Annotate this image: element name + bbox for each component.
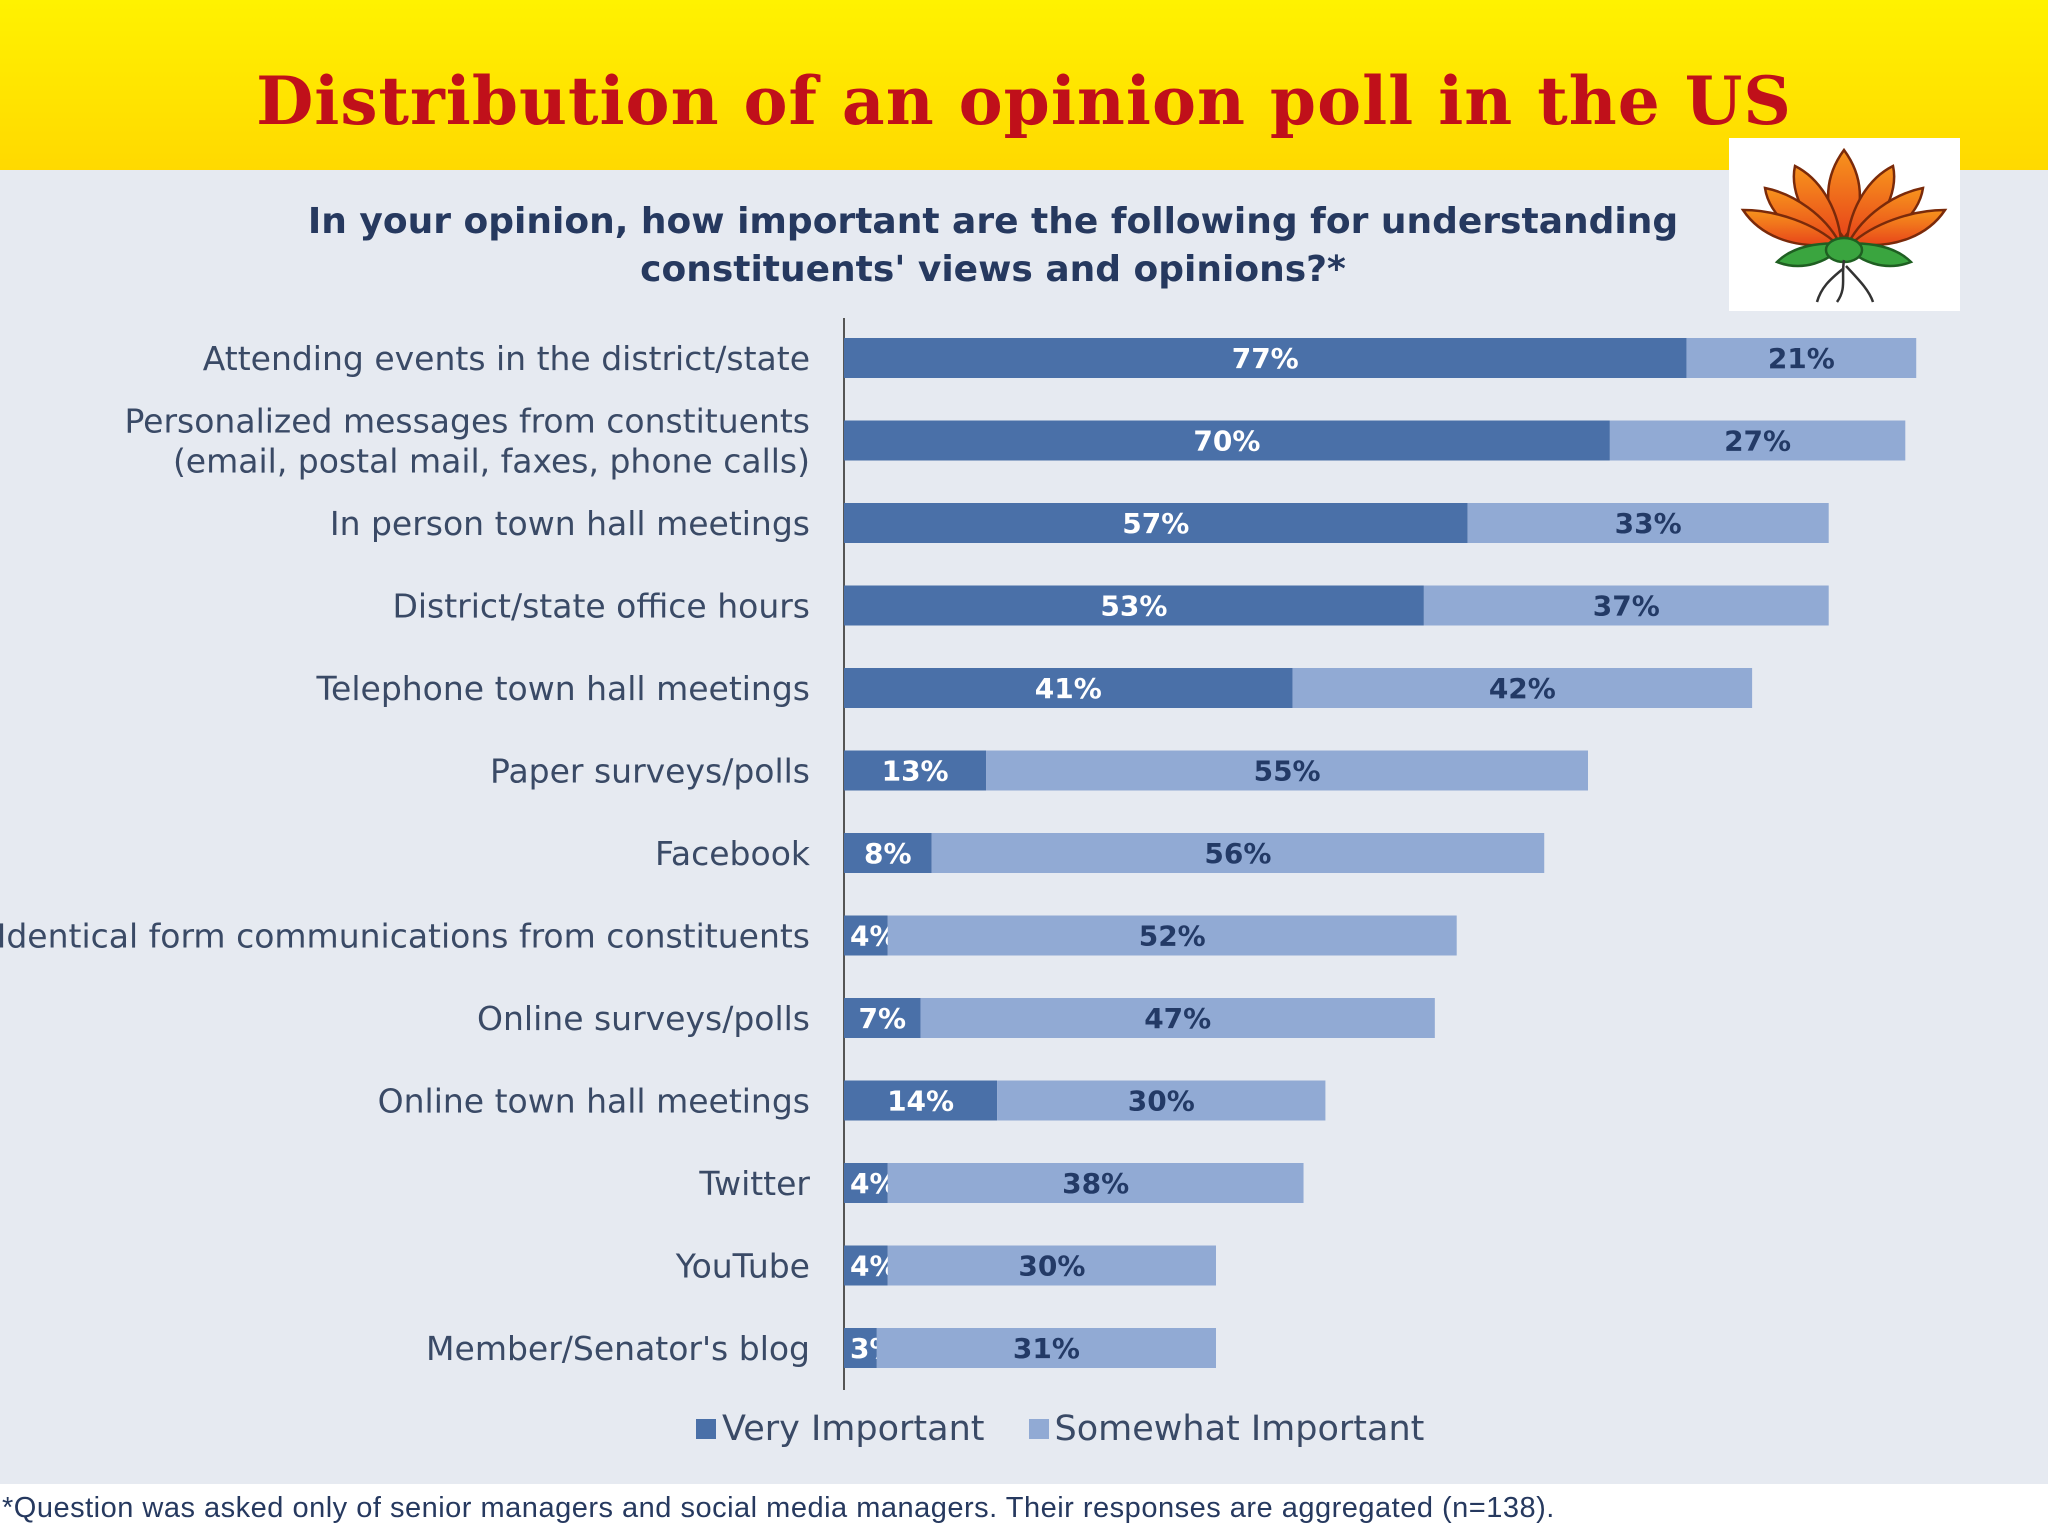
- title-banner: [0, 0, 2048, 170]
- category-label-in-person-town-hall-meetings: In person town hall meetings: [330, 504, 810, 543]
- chart-legend: Very Important Somewhat Important: [696, 1404, 1424, 1454]
- category-label-personalized-messages-from-constituents: Personalized messages from constituents(…: [124, 402, 810, 481]
- category-label-telephone-town-hall-meetings: Telephone town hall meetings: [316, 669, 811, 708]
- bar-somewhat-important-online-town-hall-meetings: [997, 1080, 1326, 1121]
- data-label-very-important-district-state-office-hours: 53%: [1100, 590, 1167, 623]
- legend-swatch-somewhat-important: [1028, 1419, 1049, 1439]
- bar-very-important-in-person-town-hall-meetings: [844, 503, 1468, 543]
- legend-item-very-important: Very Important: [696, 1409, 985, 1449]
- bar-very-important-identical-form-communications-from-constituents: [844, 915, 888, 956]
- bar-somewhat-important-identical-form-communications-from-constituents: [887, 915, 1457, 956]
- data-label-very-important-personalized-messages-from-constituents: 70%: [1193, 425, 1260, 458]
- category-label-identical-form-communications-from-constituents: Identical form communications from const…: [0, 917, 810, 956]
- category-label-member-senator-s-blog: Member/Senator's blog: [426, 1329, 810, 1368]
- bar-very-important-member-senator-s-blog: [844, 1328, 877, 1368]
- bar-very-important-district-state-office-hours: [844, 585, 1424, 626]
- chart-title-line-2: constituents' views and opinions?*: [640, 249, 1346, 290]
- bar-very-important-facebook: [844, 833, 932, 873]
- lotus-logo: [1729, 138, 1960, 311]
- bar-somewhat-important-online-surveys-polls: [920, 998, 1435, 1038]
- data-label-somewhat-important-youtube: 30%: [1018, 1250, 1085, 1283]
- category-label-online-surveys-polls: Online surveys/polls: [477, 999, 810, 1038]
- data-label-somewhat-important-twitter: 38%: [1062, 1167, 1129, 1200]
- data-label-somewhat-important-online-surveys-polls: 47%: [1144, 1002, 1211, 1035]
- data-label-very-important-facebook: 8%: [864, 837, 912, 870]
- bar-very-important-twitter: [844, 1163, 888, 1203]
- slide-title: Distribution of an opinion poll in the U…: [256, 62, 1792, 140]
- category-label-youtube: YouTube: [675, 1247, 810, 1286]
- bar-very-important-paper-surveys-polls: [844, 750, 987, 791]
- bar-very-important-personalized-messages-from-constituents: [844, 420, 1610, 461]
- category-label-attending-events-in-the-district-state: Attending events in the district/state: [203, 339, 810, 378]
- data-label-somewhat-important-personalized-messages-from-constituents: 27%: [1724, 425, 1791, 458]
- data-label-very-important-online-town-hall-meetings: 14%: [887, 1085, 954, 1118]
- category-label-twitter: Twitter: [698, 1164, 810, 1203]
- data-label-somewhat-important-telephone-town-hall-meetings: 42%: [1489, 672, 1556, 705]
- data-label-somewhat-important-district-state-office-hours: 37%: [1593, 590, 1660, 623]
- bar-somewhat-important-paper-surveys-polls: [986, 750, 1588, 791]
- data-label-somewhat-important-member-senator-s-blog: 31%: [1013, 1332, 1080, 1365]
- bar-somewhat-important-youtube: [887, 1245, 1216, 1286]
- bar-somewhat-important-attending-events-in-the-district-state: [1686, 338, 1917, 378]
- legend-swatch-very-important: [696, 1419, 716, 1439]
- data-label-somewhat-important-online-town-hall-meetings: 30%: [1128, 1085, 1195, 1118]
- bar-very-important-youtube: [844, 1245, 888, 1286]
- bar-very-important-online-town-hall-meetings: [844, 1080, 998, 1121]
- legend-label-somewhat-important: Somewhat Important: [1054, 1409, 1425, 1449]
- legend-item-somewhat-important: Somewhat Important: [1028, 1409, 1425, 1449]
- bar-very-important-attending-events-in-the-district-state: [844, 338, 1687, 378]
- data-label-very-important-in-person-town-hall-meetings: 57%: [1122, 507, 1189, 540]
- footnote: *Question was asked only of senior manag…: [0, 1484, 2048, 1536]
- category-label-facebook: Facebook: [655, 834, 811, 873]
- data-label-very-important-telephone-town-hall-meetings: 41%: [1035, 672, 1102, 705]
- category-label-district-state-office-hours: District/state office hours: [392, 587, 810, 626]
- data-label-somewhat-important-in-person-town-hall-meetings: 33%: [1615, 507, 1682, 540]
- data-label-somewhat-important-paper-surveys-polls: 55%: [1254, 755, 1321, 788]
- data-label-somewhat-important-identical-form-communications-from-constituents: 52%: [1139, 920, 1206, 953]
- legend-label-very-important: Very Important: [722, 1409, 985, 1449]
- data-label-very-important-online-surveys-polls: 7%: [859, 1002, 907, 1035]
- bar-somewhat-important-facebook: [931, 833, 1545, 873]
- data-label-somewhat-important-facebook: 56%: [1204, 837, 1271, 870]
- bar-somewhat-important-personalized-messages-from-constituents: [1609, 420, 1906, 461]
- chart-title-line-1: In your opinion, how important are the f…: [307, 201, 1679, 242]
- category-label-paper-surveys-polls: Paper surveys/polls: [490, 752, 810, 791]
- bar-very-important-telephone-town-hall-meetings: [844, 668, 1293, 708]
- data-label-somewhat-important-attending-events-in-the-district-state: 21%: [1768, 342, 1835, 375]
- bar-somewhat-important-member-senator-s-blog: [876, 1328, 1216, 1368]
- category-label-online-town-hall-meetings: Online town hall meetings: [378, 1082, 810, 1121]
- data-label-very-important-paper-surveys-polls: 13%: [882, 755, 949, 788]
- lotus-logo-icon: [1740, 147, 1948, 303]
- data-label-very-important-attending-events-in-the-district-state: 77%: [1232, 342, 1299, 375]
- bar-somewhat-important-district-state-office-hours: [1423, 585, 1829, 626]
- stacked-bar-chart: Attending events in the district/state 77…: [0, 318, 1917, 1390]
- chart-title: In your opinion, how important are the f…: [150, 198, 1836, 294]
- bar-somewhat-important-in-person-town-hall-meetings: [1467, 503, 1829, 543]
- bar-very-important-online-surveys-polls: [844, 998, 921, 1038]
- bar-somewhat-important-telephone-town-hall-meetings: [1292, 668, 1753, 708]
- bar-somewhat-important-twitter: [887, 1163, 1304, 1203]
